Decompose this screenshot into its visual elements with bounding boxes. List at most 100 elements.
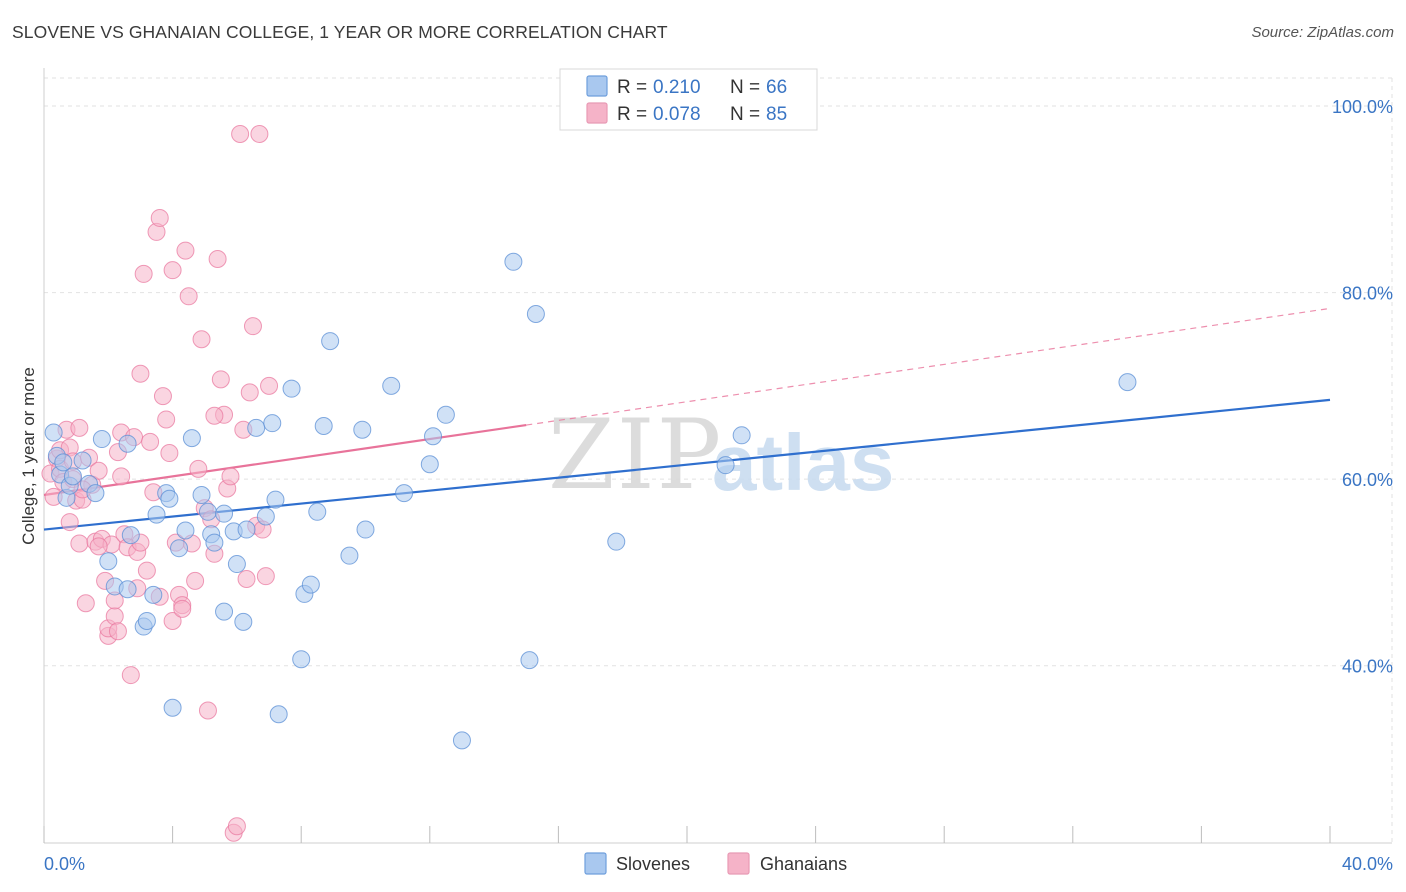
ghanaian-point <box>141 432 160 451</box>
slovene-point <box>176 521 195 540</box>
legend-r-value-ghanaians: 0.078 <box>653 104 701 125</box>
ghanaian-point <box>153 387 172 406</box>
ghanaian-point <box>76 594 95 613</box>
slovene-point <box>147 505 166 524</box>
slovene-point <box>215 602 234 621</box>
ghanaian-point <box>189 459 208 478</box>
slovene-point <box>256 507 275 526</box>
slovene-point <box>86 484 105 503</box>
slovene-point <box>716 456 735 475</box>
legend-n-label-slovenes: N = <box>730 77 760 98</box>
ghanaian-point <box>250 124 269 143</box>
stats-legend: R = 0.210 N = 66 R = 0.078 N = 85 <box>559 68 818 131</box>
slovene-point <box>1118 373 1137 392</box>
ghanaian-point <box>227 817 246 836</box>
ghanaian-point <box>150 208 169 227</box>
ghanaian-point <box>89 537 108 556</box>
legend-r-value-slovenes: 0.210 <box>653 77 701 98</box>
legend-r-label-ghanaians: R = <box>617 104 647 125</box>
y-tick-label: 80.0% <box>1342 284 1393 304</box>
slovene-point <box>54 453 73 472</box>
watermark-zip: ZIP <box>548 399 723 511</box>
slovene-point <box>314 416 333 435</box>
legend-n-value-slovenes: 66 <box>766 77 787 98</box>
ghanaian-point <box>70 534 89 553</box>
slovene-point <box>170 539 189 558</box>
slovene-point <box>205 533 224 552</box>
axes <box>43 68 1392 844</box>
x-tick-label: 0.0% <box>44 854 85 874</box>
ghanaian-point <box>186 571 205 590</box>
slovene-point <box>356 520 375 539</box>
ghanaian-point <box>205 406 224 425</box>
bottom-legend-label-slovenes: Slovenes <box>616 854 690 874</box>
ghanaian-point <box>208 249 227 268</box>
ghanaian-point <box>121 666 140 685</box>
slovene-point <box>420 455 439 474</box>
ghanaian-point <box>198 701 217 720</box>
slovene-point <box>163 698 182 717</box>
legend-swatch-slovenes <box>586 75 608 97</box>
slovene-point <box>237 520 256 539</box>
legend-swatch-ghanaians <box>586 102 608 124</box>
slovene-point <box>452 731 471 750</box>
slovene-point <box>436 405 455 424</box>
ghanaian-point <box>105 607 124 626</box>
slovene-point <box>137 611 156 630</box>
ghanaian-point <box>179 287 198 306</box>
ghanaian-point <box>231 124 250 143</box>
slovene-point <box>198 502 217 521</box>
slovene-point <box>353 420 372 439</box>
slovene-point <box>192 486 211 505</box>
bottom-legend-swatch-ghanaians <box>727 852 750 875</box>
ghanaian-point <box>176 241 195 260</box>
slovene-point <box>121 526 140 545</box>
ghanaian-point <box>157 410 176 429</box>
y-axis-title: College, 1 year or more <box>19 367 38 545</box>
slovene-point <box>182 429 201 448</box>
ghanaian-point <box>256 567 275 586</box>
tick-labels: 40.0% 60.0% 80.0% 100.0% 0.0% 40.0% <box>44 97 1393 874</box>
ghanaian-point <box>134 264 153 283</box>
ghanaian-point <box>70 418 89 437</box>
slovene-point <box>526 305 545 324</box>
ghanaian-point <box>260 376 279 395</box>
ghanaian-trend-extension <box>526 307 1331 426</box>
slovene-point <box>73 451 92 470</box>
legend-n-label-ghanaians: N = <box>730 104 760 125</box>
x-tick-label: 40.0% <box>1342 854 1393 874</box>
ghanaian-point <box>108 622 127 641</box>
slovene-point <box>269 705 288 724</box>
series-legend: Slovenes Ghanaians <box>584 852 847 875</box>
slovene-point <box>282 379 301 398</box>
slovene-point <box>160 489 179 508</box>
slovene-point <box>520 651 539 670</box>
slovene-point <box>266 490 285 509</box>
ghanaian-point <box>137 561 156 580</box>
watermark: ZIP atlas <box>548 399 894 511</box>
ghanaian-point <box>163 611 182 630</box>
ghanaian-point <box>240 383 259 402</box>
data-points <box>41 124 1137 842</box>
slovene-point <box>227 555 246 574</box>
slovene-point <box>308 502 327 521</box>
ghanaian-point <box>131 364 150 383</box>
ghanaian-point <box>60 513 79 532</box>
y-tick-label: 40.0% <box>1342 657 1393 677</box>
slovene-point <box>144 585 163 604</box>
slovene-point <box>263 414 282 433</box>
ghanaian-point <box>237 569 256 588</box>
ghanaian-point <box>221 467 240 486</box>
slovene-point <box>607 532 626 551</box>
slovene-point <box>234 612 253 631</box>
bottom-legend-label-ghanaians: Ghanaians <box>760 854 847 874</box>
slovene-point <box>63 467 82 486</box>
slovene-point <box>118 580 137 599</box>
legend-n-value-ghanaians: 85 <box>766 104 787 125</box>
slovene-point <box>321 332 340 351</box>
ghanaian-point <box>112 467 131 486</box>
slovene-point <box>732 426 751 445</box>
ghanaian-point <box>89 461 108 480</box>
slovene-point <box>99 552 118 571</box>
